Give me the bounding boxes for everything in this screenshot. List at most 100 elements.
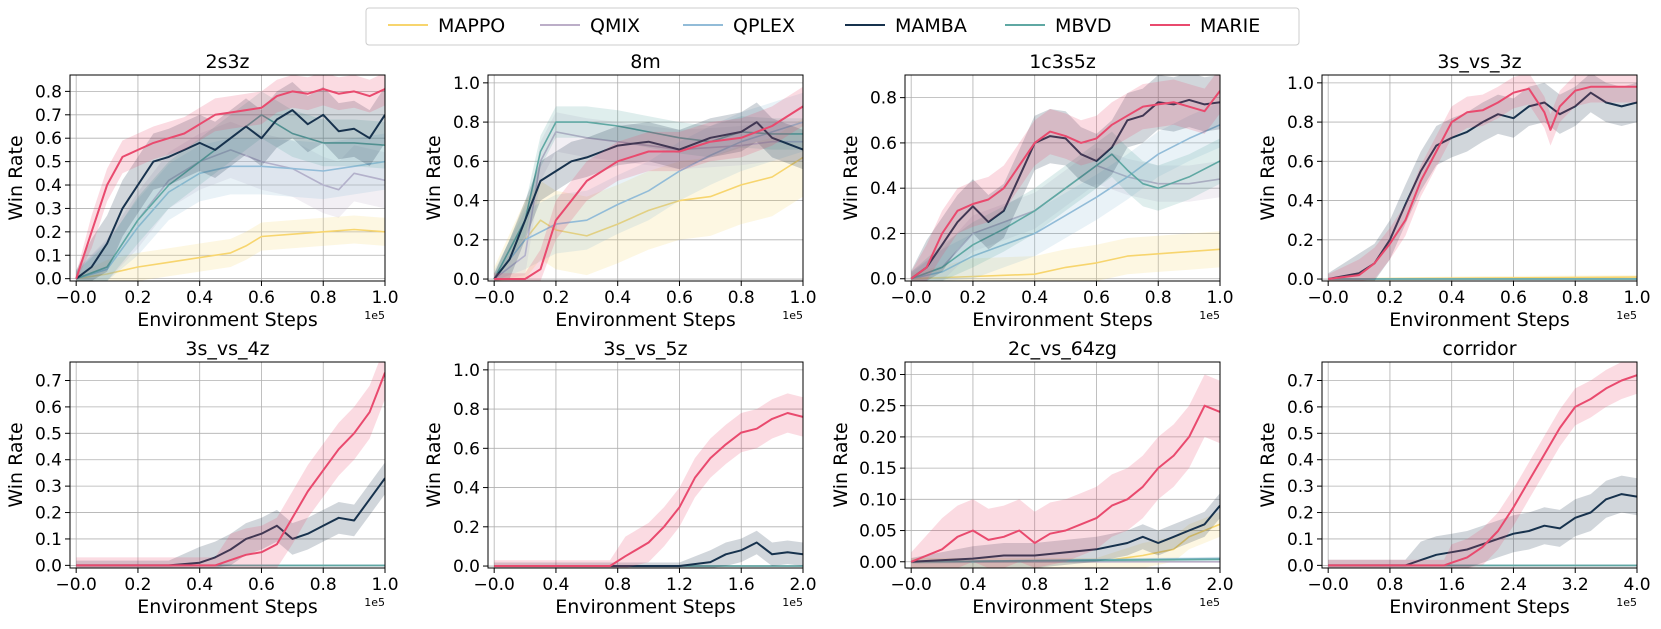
series-group xyxy=(910,374,1220,568)
x-tick-label: 0.8 xyxy=(1562,288,1589,308)
x-offset-label: 1e5 xyxy=(364,596,385,609)
series-band-marie xyxy=(911,75,1220,281)
y-tick-label: 0.7 xyxy=(35,371,62,391)
y-tick-label: 1.0 xyxy=(1287,74,1314,94)
y-tick-label: 0.7 xyxy=(1287,371,1314,391)
y-tick-label: 0.00 xyxy=(859,553,897,573)
chart-title: 2c_vs_64zg xyxy=(1008,338,1117,360)
chart-title: 1c3s5z xyxy=(1029,51,1096,73)
series-group xyxy=(1328,362,1637,568)
series-band-mappo xyxy=(494,118,803,281)
y-tick-label: 0.6 xyxy=(453,439,480,459)
y-tick-label: 0.2 xyxy=(35,504,62,524)
x-tick-label: 2.4 xyxy=(1500,575,1527,595)
y-tick-label: 0.8 xyxy=(35,82,62,102)
y-tick-label: 0.3 xyxy=(35,477,62,497)
series-band-mamba xyxy=(1328,475,1637,568)
y-axis-label: Win Rate xyxy=(5,422,27,507)
series-line-mamba xyxy=(493,121,803,280)
y-tick-label: 0.2 xyxy=(453,231,480,251)
chart-title: 3s_vs_3z xyxy=(1437,51,1521,73)
series-line-mamba xyxy=(494,541,803,567)
y-tick-label: 0.6 xyxy=(35,129,62,149)
series-line-mappo xyxy=(911,248,1220,280)
series-group xyxy=(494,393,803,568)
y-axis-label: Win Rate xyxy=(5,135,27,220)
series-band-mamba xyxy=(76,82,385,281)
series-band-mamba xyxy=(911,493,1220,568)
x-tick-label: 0.6 xyxy=(666,288,693,308)
chart-panel-3s-vs-3z: −0.0 0.2 0.4 0.6 0.8 1.0 0.0 0.2 0.4 0.6 0.8 1.0 3s_… xyxy=(1257,51,1651,331)
legend-entry-qmix: QMIX xyxy=(540,15,640,37)
y-tick-label: 0.1 xyxy=(35,246,62,266)
series-band-marie xyxy=(494,393,803,568)
x-tick-label: −0.0 xyxy=(1308,575,1349,595)
x-tick-label: 1.6 xyxy=(1145,575,1172,595)
x-tick-label: 0.8 xyxy=(310,288,337,308)
chart-title: corridor xyxy=(1442,338,1516,360)
series-group xyxy=(910,75,1220,281)
y-tick-label: 0.6 xyxy=(870,134,897,154)
y-tick-label: 0.8 xyxy=(453,113,480,133)
y-tick-label: 0.5 xyxy=(35,153,62,173)
series-band-mbvd xyxy=(494,106,803,281)
axes-frame xyxy=(69,361,386,569)
series-line-marie xyxy=(494,105,803,280)
x-tick-label: 0.6 xyxy=(1083,288,1110,308)
y-tick-label: 0.2 xyxy=(870,224,897,244)
legend-entry-marie: MARIE xyxy=(1150,15,1260,37)
series-line-mbvd xyxy=(911,558,1220,563)
chart-panel-2s3z: −0.0 0.2 0.4 0.6 0.8 1.0 0.0 0.1 0.2 0.3 0.4 0.5 0.6… xyxy=(5,51,399,331)
series-line-mamba xyxy=(76,477,385,567)
chart-title: 3s_vs_5z xyxy=(603,338,687,360)
series-group xyxy=(75,75,385,281)
x-axis-label: Environment Steps xyxy=(1389,309,1570,331)
axes-frame xyxy=(69,74,386,282)
x-tick-label: 1.6 xyxy=(1438,575,1465,595)
y-tick-label: 0.20 xyxy=(859,428,897,448)
chart-grid: −0.0 0.2 0.4 0.6 0.8 1.0 0.0 0.1 0.2 0.3 0.4 0.5 0.6… xyxy=(5,51,1651,618)
series-group xyxy=(1328,75,1637,281)
x-tick-label: 0.6 xyxy=(1500,288,1527,308)
x-tick-label: 0.4 xyxy=(186,288,213,308)
y-tick-label: 1.0 xyxy=(453,361,480,381)
x-axis-label: Environment Steps xyxy=(972,309,1153,331)
series-band-marie xyxy=(76,362,385,568)
x-axis-label: Environment Steps xyxy=(972,596,1153,618)
series-group xyxy=(76,362,385,568)
y-tick-label: 0.05 xyxy=(859,522,897,542)
series-line-marie xyxy=(1328,85,1637,280)
chart-panel-3s-vs-5z: −0.0 0.4 0.8 1.2 1.6 2.0 0.0 0.2 0.4 0.6 0.8 1.0 3s_… xyxy=(423,338,817,618)
y-tick-label: 0.0 xyxy=(453,270,480,290)
series-group xyxy=(493,86,803,281)
series-line-mbvd xyxy=(493,121,803,280)
x-offset-label: 1e5 xyxy=(1199,596,1220,609)
y-tick-label: 0.4 xyxy=(453,479,480,499)
legend-label: MAMBA xyxy=(895,15,967,37)
legend-label: MARIE xyxy=(1200,15,1260,37)
x-tick-label: −0.0 xyxy=(474,575,515,595)
legend-label: QPLEX xyxy=(733,15,795,37)
y-tick-label: 0.4 xyxy=(453,192,480,212)
legend-frame xyxy=(365,7,1300,46)
y-tick-label: 0.3 xyxy=(1287,477,1314,497)
x-tick-label: 0.4 xyxy=(959,575,986,595)
x-tick-label: 0.6 xyxy=(248,288,275,308)
series-band-mamba xyxy=(494,102,803,281)
x-tick-label: 1.0 xyxy=(371,288,398,308)
y-tick-label: 0.2 xyxy=(1287,504,1314,524)
y-tick-label: 0.4 xyxy=(1287,451,1314,471)
x-tick-label: 0.2 xyxy=(124,288,151,308)
series-line-mamba xyxy=(911,504,1220,563)
x-tick-label: 0.8 xyxy=(1145,288,1172,308)
y-tick-label: 0.5 xyxy=(1287,424,1314,444)
legend-entry-mappo: MAPPO xyxy=(388,15,505,37)
x-offset-label: 1e5 xyxy=(782,309,803,322)
x-tick-label: 0.4 xyxy=(604,288,631,308)
y-tick-label: 0.6 xyxy=(1287,152,1314,172)
y-tick-label: 1.0 xyxy=(453,74,480,94)
series-line-mamba xyxy=(1328,493,1637,567)
series-line-mappo xyxy=(76,228,385,280)
x-tick-label: −0.0 xyxy=(891,288,932,308)
x-offset-label: 1e5 xyxy=(782,596,803,609)
